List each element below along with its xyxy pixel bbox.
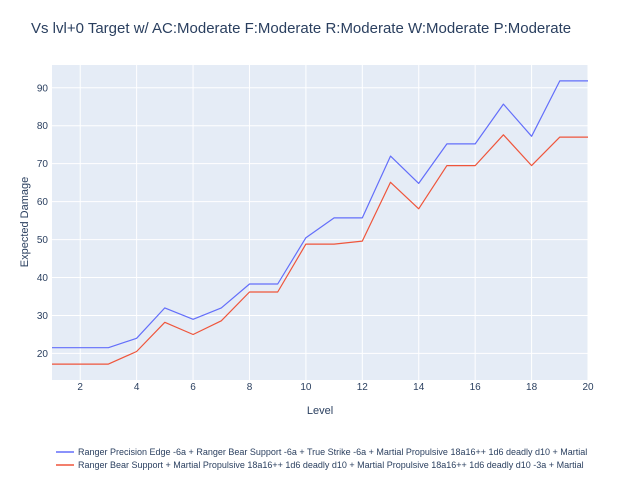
plot-area	[52, 65, 588, 380]
x-tick-label: 6	[190, 382, 196, 393]
gridlines	[52, 65, 589, 380]
x-tick-label: 14	[413, 382, 425, 393]
y-tick-label: 90	[37, 83, 49, 94]
legend-label: Ranger Precision Edge -6a + Ranger Bear …	[78, 447, 587, 457]
series-line-1	[52, 80, 588, 349]
legend[interactable]: Ranger Precision Edge -6a + Ranger Bear …	[56, 447, 587, 470]
series-lines	[52, 80, 588, 365]
x-tick-label: 20	[582, 382, 594, 393]
x-tick-label: 8	[247, 382, 253, 393]
legend-label: Ranger Bear Support + Martial Propulsive…	[78, 460, 584, 470]
axis-ticks: 20 30 40 50 60 70 80 90 2 4 6 8 10 12 14 16 18 20	[37, 83, 594, 393]
x-axis-label: Level	[307, 405, 333, 417]
x-tick-label: 12	[357, 382, 369, 393]
y-axis-label: Expected Damage	[19, 177, 31, 268]
legend-item-2[interactable]: Ranger Bear Support + Martial Propulsive…	[56, 460, 584, 470]
y-tick-label: 20	[37, 349, 49, 360]
x-tick-label: 10	[300, 382, 312, 393]
legend-item-1[interactable]: Ranger Precision Edge -6a + Ranger Bear …	[56, 447, 587, 457]
chart-title: Vs lvl+0 Target w/ AC:Moderate F:Moderat…	[31, 20, 571, 37]
x-tick-label: 18	[526, 382, 538, 393]
y-tick-label: 70	[37, 159, 49, 170]
y-tick-label: 40	[37, 273, 49, 284]
series-line-2	[52, 134, 588, 365]
x-tick-label: 16	[470, 382, 482, 393]
x-tick-label: 2	[77, 382, 83, 393]
x-tick-label: 4	[134, 382, 140, 393]
y-tick-label: 50	[37, 235, 49, 246]
y-tick-label: 30	[37, 311, 49, 322]
y-tick-label: 80	[37, 121, 49, 132]
y-tick-label: 60	[37, 197, 49, 208]
